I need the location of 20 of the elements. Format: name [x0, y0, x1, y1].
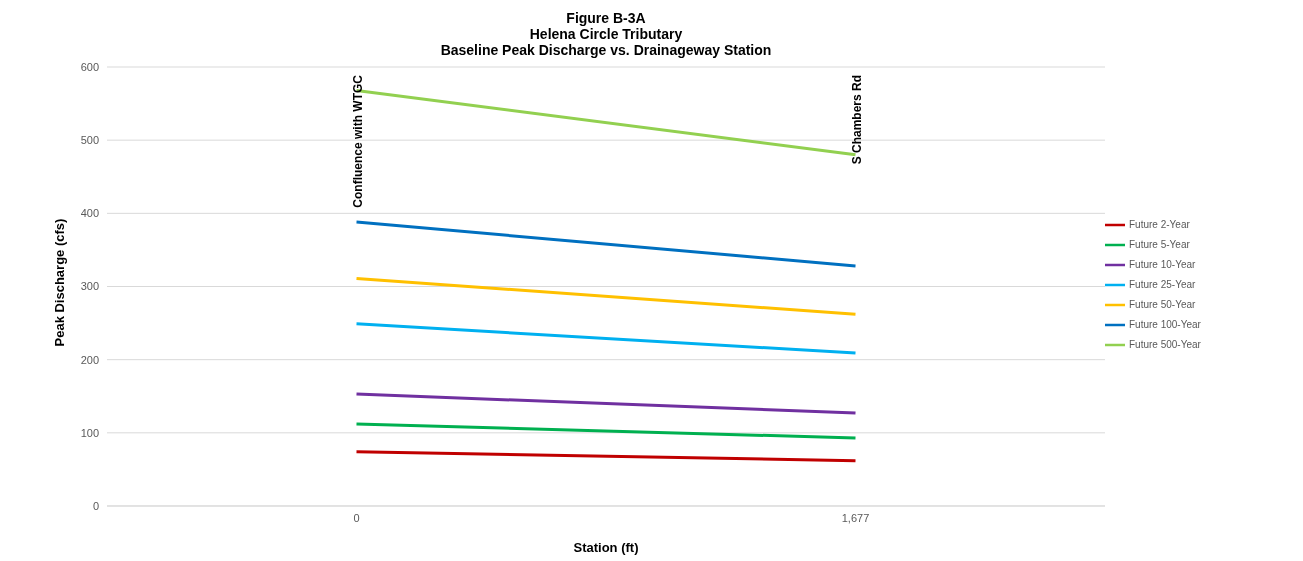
legend-label: Future 10-Year	[1129, 258, 1196, 270]
legend-label: Future 5-Year	[1129, 238, 1190, 250]
y-tick-label: 200	[80, 353, 99, 366]
legend-label: Future 100-Year	[1129, 318, 1201, 330]
annotation: S Chambers Rd	[849, 75, 864, 165]
legend-label: Future 2-Year	[1129, 218, 1190, 230]
legend-label: Future 50-Year	[1129, 298, 1196, 310]
x-tick-label: 1,677	[841, 511, 870, 524]
y-tick-label: 500	[80, 134, 99, 147]
y-tick-label: 400	[80, 207, 99, 220]
x-axis-title: Station (ft)	[573, 540, 639, 555]
y-axis-title: Peak Discharge (cfs)	[51, 218, 67, 347]
legend-label: Future 500-Year	[1129, 338, 1201, 350]
y-tick-label: 0	[92, 499, 99, 512]
chart-title: Figure B-3A Helena Circle Tributary Baseline Peak Discharge vs. Drainageway Station	[439, 10, 773, 58]
y-tick-label: 600	[80, 60, 99, 73]
annotation: Confluence with WTGC	[350, 74, 365, 208]
legend-label: Future 25-Year	[1129, 278, 1196, 290]
y-tick-label: 300	[80, 280, 99, 293]
y-tick-label: 100	[80, 426, 99, 439]
